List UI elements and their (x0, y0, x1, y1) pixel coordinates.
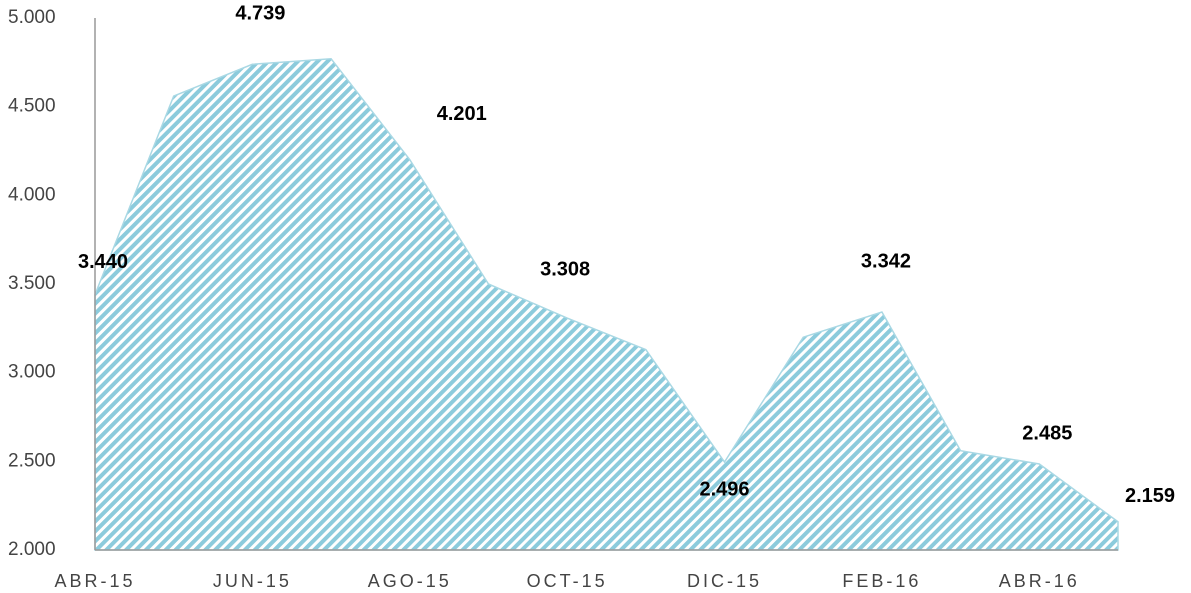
data-label: 2.496 (700, 478, 750, 500)
y-tick-label: 4.500 (8, 96, 56, 117)
data-label: 2.485 (1022, 422, 1072, 444)
x-tick-label: FEB-16 (842, 571, 921, 591)
x-tick-label: OCT-15 (527, 571, 608, 591)
x-tick-label: AGO-15 (368, 571, 452, 591)
x-tick-label: ABR-16 (999, 571, 1080, 591)
data-label: 4.739 (235, 3, 285, 25)
x-tick-label: JUN-15 (213, 571, 292, 591)
y-tick-label: 5.000 (8, 7, 56, 28)
data-label: 3.342 (861, 250, 911, 272)
area (94, 58, 1119, 551)
x-tick-label: ABR-15 (54, 571, 135, 591)
y-tick-label: 2.500 (8, 450, 56, 471)
data-label: 3.308 (540, 258, 590, 280)
y-tick-label: 4.000 (8, 184, 56, 205)
data-label: 4.201 (437, 103, 487, 125)
x-tick-label: DIC-15 (687, 571, 762, 591)
data-label: 2.159 (1125, 485, 1175, 507)
y-tick-label: 3.000 (8, 362, 56, 383)
data-label: 3.440 (78, 251, 128, 273)
y-tick-label: 2.000 (8, 539, 56, 560)
y-tick-label: 3.500 (8, 273, 56, 294)
